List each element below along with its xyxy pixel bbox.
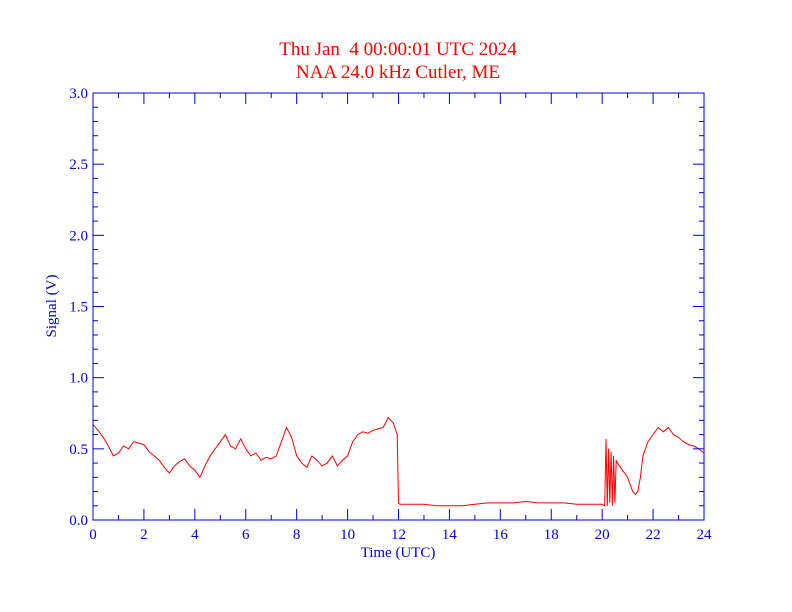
x-tick-label: 20 xyxy=(595,527,610,543)
y-tick-label: 1.0 xyxy=(69,371,88,387)
chart-subtitle: NAA 24.0 kHz Cutler, ME xyxy=(296,62,500,83)
y-tick-label: 2.5 xyxy=(69,157,88,173)
plot-area: 0 2 4 6 8 10 12 14 16 18 20 22 240.00.51.01.52.02.53… xyxy=(69,86,712,543)
x-tick-label: 16 xyxy=(493,527,509,543)
y-tick-label: 3.0 xyxy=(69,86,88,102)
x-tick-label: 4 xyxy=(191,527,199,543)
y-tick-label: 0.0 xyxy=(69,513,88,529)
x-tick-label: 10 xyxy=(340,527,355,543)
y-tick-label: 2.0 xyxy=(69,228,88,244)
x-tick-label: 24 xyxy=(697,527,713,543)
series-line xyxy=(92,416,705,507)
x-tick-label: 14 xyxy=(442,527,458,543)
x-tick-label: 18 xyxy=(544,527,559,543)
x-tick-label: 8 xyxy=(293,527,301,543)
x-tick-label: 12 xyxy=(391,527,406,543)
y-tick-label: 0.5 xyxy=(69,442,88,458)
x-tick-label: 22 xyxy=(646,527,661,543)
x-tick-label: 2 xyxy=(140,527,148,543)
x-tick-label: 6 xyxy=(242,527,250,543)
y-tick-label: 1.5 xyxy=(69,300,88,316)
x-axis-label: Time (UTC) xyxy=(361,545,436,561)
x-tick-label: 0 xyxy=(89,527,97,543)
y-axis-label: Signal (V) xyxy=(44,275,60,338)
chart-title: Thu Jan 4 00:00:01 UTC 2024 xyxy=(279,39,517,60)
